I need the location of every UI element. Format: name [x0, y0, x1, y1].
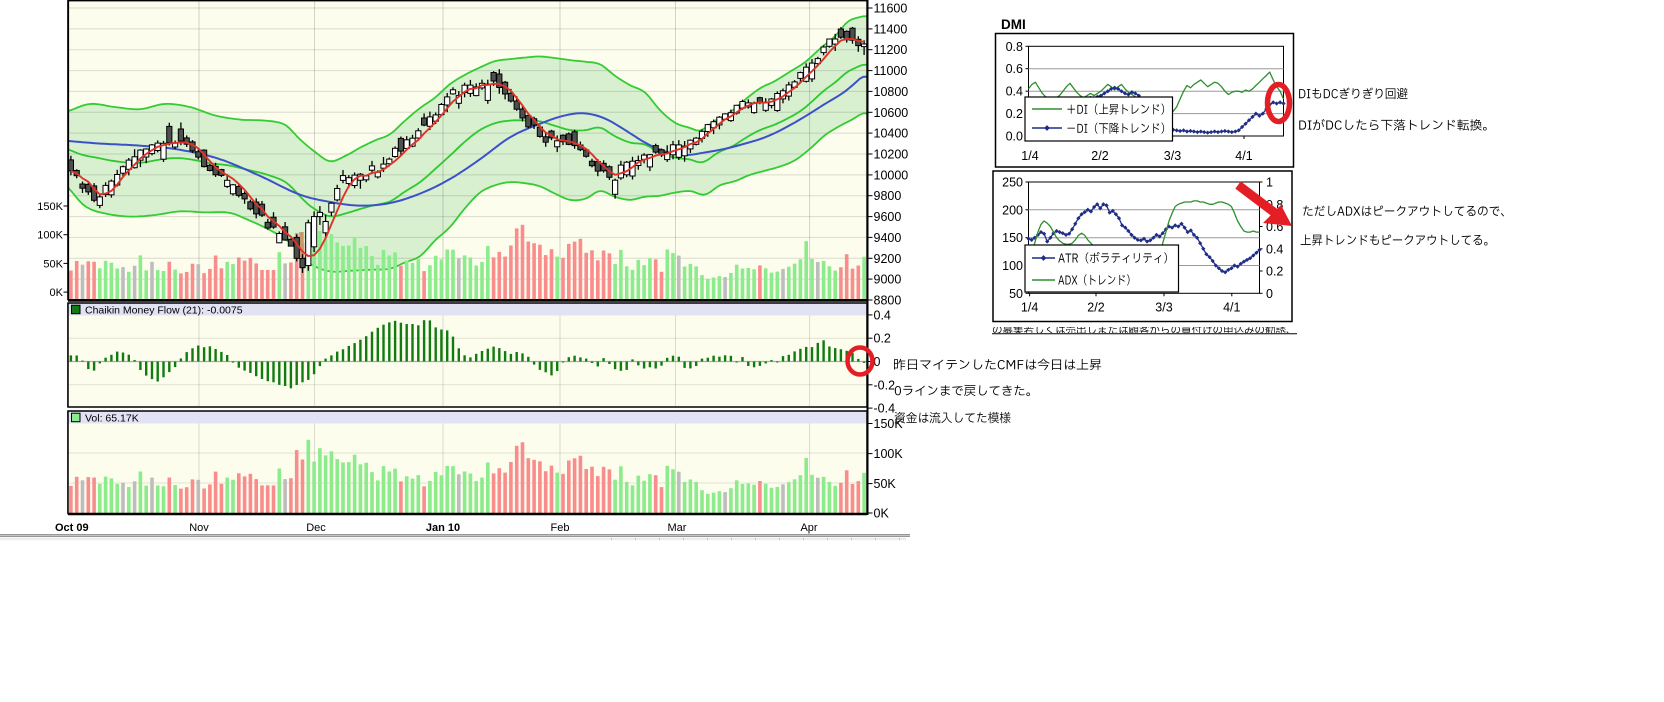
- svg-text:10200: 10200: [874, 148, 909, 162]
- svg-text:11600: 11600: [874, 2, 908, 16]
- svg-text:0.2: 0.2: [1006, 107, 1023, 121]
- svg-text:0.0: 0.0: [1006, 130, 1023, 144]
- svg-text:0K: 0K: [50, 287, 64, 299]
- svg-text:8800: 8800: [874, 294, 902, 308]
- svg-text:1/4: 1/4: [1021, 149, 1038, 163]
- svg-text:0: 0: [874, 355, 881, 369]
- svg-text:Feb: Feb: [551, 522, 570, 534]
- svg-text:11000: 11000: [874, 64, 908, 78]
- svg-text:0.4: 0.4: [1006, 85, 1023, 99]
- svg-text:2/2: 2/2: [1087, 301, 1104, 315]
- svg-text:Dec: Dec: [306, 522, 326, 534]
- svg-text:9000: 9000: [874, 273, 902, 287]
- svg-text:50K: 50K: [43, 258, 63, 270]
- svg-text:DMI: DMI: [1001, 17, 1026, 32]
- svg-text:-0.2: -0.2: [874, 378, 896, 392]
- svg-text:-0.4: -0.4: [874, 402, 896, 416]
- svg-text:1: 1: [1266, 176, 1273, 190]
- svg-text:50: 50: [1009, 287, 1023, 301]
- svg-text:Vol: 65.17K: Vol: 65.17K: [85, 412, 139, 424]
- svg-text:0.8: 0.8: [1006, 40, 1023, 54]
- svg-text:0K: 0K: [874, 507, 890, 521]
- svg-text:9600: 9600: [874, 210, 902, 224]
- svg-text:Nov: Nov: [189, 522, 209, 534]
- svg-text:2/2: 2/2: [1091, 149, 1108, 163]
- svg-text:100: 100: [1002, 259, 1023, 273]
- svg-text:3/3: 3/3: [1164, 149, 1181, 163]
- svg-text:9800: 9800: [874, 189, 902, 203]
- svg-text:4/1: 4/1: [1223, 301, 1240, 315]
- svg-text:100K: 100K: [37, 230, 63, 242]
- svg-text:0.2: 0.2: [874, 332, 891, 346]
- svg-text:9400: 9400: [874, 231, 902, 245]
- svg-text:4/1: 4/1: [1235, 149, 1252, 163]
- svg-text:50K: 50K: [874, 477, 897, 491]
- svg-text:150: 150: [1002, 231, 1023, 245]
- svg-text:150K: 150K: [37, 201, 63, 213]
- svg-text:Apr: Apr: [800, 522, 817, 534]
- svg-text:Mar: Mar: [668, 522, 687, 534]
- svg-text:0.6: 0.6: [1006, 62, 1023, 76]
- svg-text:0: 0: [1266, 287, 1273, 301]
- svg-text:Jan 10: Jan 10: [426, 522, 460, 534]
- svg-text:0.2: 0.2: [1266, 265, 1283, 279]
- svg-text:10000: 10000: [874, 168, 909, 182]
- svg-text:250: 250: [1002, 176, 1023, 190]
- svg-text:0.4: 0.4: [1266, 242, 1283, 256]
- svg-text:200: 200: [1002, 203, 1023, 217]
- svg-text:11200: 11200: [874, 43, 908, 57]
- svg-text:10800: 10800: [874, 85, 909, 99]
- svg-text:10600: 10600: [874, 106, 909, 120]
- svg-text:11400: 11400: [874, 22, 908, 36]
- svg-text:150K: 150K: [874, 417, 904, 431]
- svg-text:Chaikin Money Flow (21): -0.00: Chaikin Money Flow (21): -0.0075: [85, 304, 243, 316]
- svg-text:0.4: 0.4: [874, 308, 891, 322]
- svg-text:9200: 9200: [874, 252, 902, 266]
- svg-text:1/4: 1/4: [1021, 301, 1038, 315]
- svg-text:10400: 10400: [874, 127, 909, 141]
- svg-text:100K: 100K: [874, 447, 904, 461]
- svg-text:Oct 09: Oct 09: [55, 522, 89, 534]
- svg-text:3/3: 3/3: [1155, 301, 1172, 315]
